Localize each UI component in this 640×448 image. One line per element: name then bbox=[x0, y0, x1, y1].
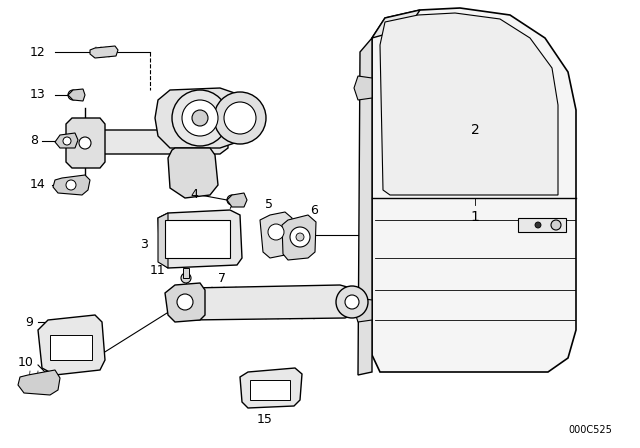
Polygon shape bbox=[72, 130, 228, 154]
Polygon shape bbox=[358, 38, 372, 375]
Polygon shape bbox=[68, 89, 85, 101]
Text: 9: 9 bbox=[25, 315, 33, 328]
Circle shape bbox=[63, 137, 71, 145]
Circle shape bbox=[268, 224, 284, 240]
Circle shape bbox=[177, 294, 193, 310]
Text: 14: 14 bbox=[30, 178, 45, 191]
Polygon shape bbox=[18, 370, 60, 395]
Circle shape bbox=[181, 273, 191, 283]
Circle shape bbox=[79, 137, 91, 149]
Polygon shape bbox=[168, 148, 218, 198]
Circle shape bbox=[296, 233, 304, 241]
Circle shape bbox=[535, 222, 541, 228]
Bar bbox=[250, 380, 290, 400]
Bar bbox=[518, 218, 566, 232]
Circle shape bbox=[345, 295, 359, 309]
Polygon shape bbox=[38, 315, 105, 375]
Text: 4: 4 bbox=[190, 189, 198, 202]
Polygon shape bbox=[227, 193, 247, 207]
Text: 2: 2 bbox=[470, 123, 479, 137]
Text: 1: 1 bbox=[470, 210, 479, 224]
Circle shape bbox=[290, 227, 310, 247]
Text: 10: 10 bbox=[18, 356, 34, 369]
Text: 8: 8 bbox=[30, 134, 38, 147]
Polygon shape bbox=[380, 13, 558, 195]
Circle shape bbox=[172, 90, 228, 146]
Circle shape bbox=[66, 180, 76, 190]
Polygon shape bbox=[55, 133, 78, 148]
Text: 3: 3 bbox=[140, 238, 148, 251]
Text: 5: 5 bbox=[265, 198, 273, 211]
Polygon shape bbox=[372, 8, 576, 372]
Polygon shape bbox=[282, 215, 316, 260]
Text: 11: 11 bbox=[149, 263, 165, 276]
Text: 13: 13 bbox=[30, 89, 45, 102]
Polygon shape bbox=[260, 212, 292, 258]
Polygon shape bbox=[66, 118, 105, 168]
Polygon shape bbox=[240, 368, 302, 408]
Text: 6: 6 bbox=[310, 203, 318, 216]
Polygon shape bbox=[155, 88, 265, 148]
Bar bbox=[165, 220, 230, 258]
Polygon shape bbox=[90, 46, 118, 58]
Circle shape bbox=[182, 100, 218, 136]
Circle shape bbox=[551, 220, 561, 230]
Circle shape bbox=[336, 286, 368, 318]
Text: 000C525: 000C525 bbox=[568, 425, 612, 435]
Polygon shape bbox=[53, 175, 90, 195]
Polygon shape bbox=[158, 213, 168, 268]
Text: 15: 15 bbox=[257, 413, 273, 426]
Circle shape bbox=[227, 195, 237, 205]
Circle shape bbox=[214, 92, 266, 144]
Polygon shape bbox=[175, 285, 365, 320]
Text: 12: 12 bbox=[30, 46, 45, 59]
Bar bbox=[183, 268, 189, 278]
Circle shape bbox=[224, 102, 256, 134]
Bar bbox=[50, 335, 92, 360]
Text: 7: 7 bbox=[218, 271, 226, 284]
Polygon shape bbox=[158, 210, 242, 268]
Polygon shape bbox=[372, 10, 420, 38]
Polygon shape bbox=[354, 298, 372, 322]
Circle shape bbox=[68, 90, 78, 100]
Polygon shape bbox=[165, 283, 205, 322]
Polygon shape bbox=[354, 76, 372, 100]
Circle shape bbox=[192, 110, 208, 126]
